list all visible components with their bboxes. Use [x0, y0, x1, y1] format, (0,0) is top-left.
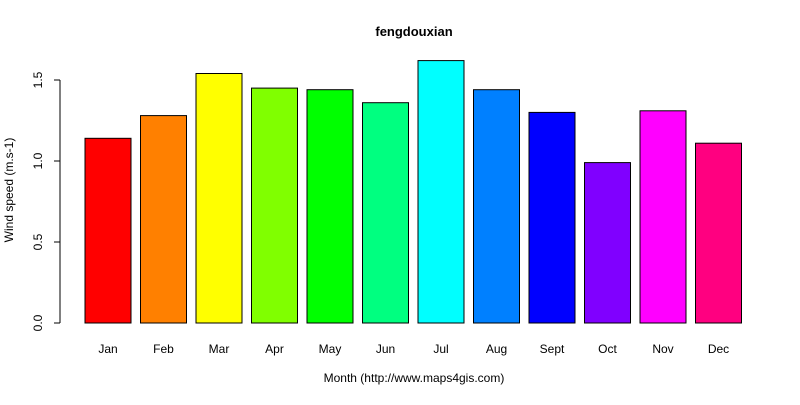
bar-mar [195, 73, 243, 324]
x-tick-label-aug: Aug [486, 342, 507, 356]
x-tick-label-apr: Apr [265, 342, 284, 356]
bar-feb [140, 115, 187, 324]
bar-jan [84, 137, 132, 324]
bar-dec [695, 142, 742, 324]
bar-oct [584, 162, 631, 324]
x-tick-label-feb: Feb [153, 342, 174, 356]
y-axis: 0.0 0.5 1.0 1.5 [31, 71, 61, 331]
bar-may [306, 89, 354, 324]
bar-aug [473, 89, 520, 324]
y-tick-label: 1.0 [31, 152, 45, 169]
x-tick-label-may: May [319, 342, 342, 356]
x-tick-label-jan: Jan [98, 342, 117, 356]
y-tick-label: 0.0 [31, 314, 45, 331]
y-tick-label: 1.5 [31, 71, 45, 88]
x-tick-label-jun: Jun [376, 342, 395, 356]
bar-nov [639, 110, 687, 324]
bar-jul [417, 60, 465, 324]
x-tick-label-dec: Dec [708, 342, 729, 356]
bar-jun [362, 102, 409, 324]
chart-title: fengdouxian [375, 24, 452, 39]
y-axis-label: Wind speed (m.s-1) [2, 138, 16, 243]
bars-group [84, 60, 742, 324]
x-tick-label-mar: Mar [209, 342, 230, 356]
x-tick-label-nov: Nov [652, 342, 673, 356]
x-tick-label-sept: Sept [540, 342, 565, 356]
bar-apr [251, 87, 298, 324]
x-tick-label-oct: Oct [598, 342, 617, 356]
x-axis-label: Month (http://www.maps4gis.com) [324, 371, 505, 385]
x-tick-labels: Jan Feb Mar Apr May Jun Jul Aug Sept Oct Nov Dec [98, 342, 729, 356]
y-tick-label: 0.5 [31, 233, 45, 250]
x-tick-label-jul: Jul [433, 342, 448, 356]
bar-sept [528, 111, 576, 324]
